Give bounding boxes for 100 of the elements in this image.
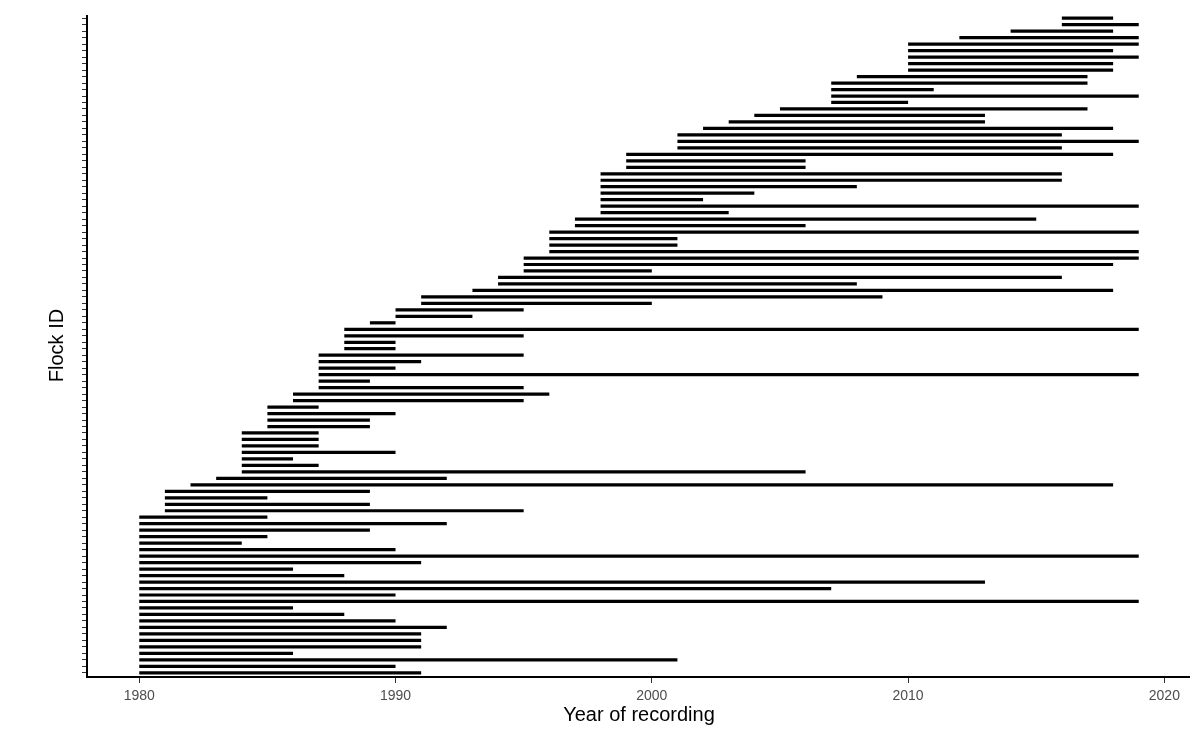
- bar: [139, 664, 396, 668]
- bar: [344, 334, 524, 338]
- bar: [677, 139, 1139, 143]
- bar: [523, 269, 652, 273]
- bar: [959, 36, 1139, 40]
- bar: [908, 68, 1114, 72]
- bar: [318, 386, 524, 390]
- bar: [139, 638, 422, 642]
- x-tick-label: 2000: [636, 686, 668, 703]
- bar: [241, 463, 319, 468]
- bar: [139, 625, 447, 630]
- bar: [344, 347, 396, 351]
- bar: [164, 489, 370, 493]
- bar: [139, 515, 268, 519]
- bar: [139, 599, 1139, 604]
- bar: [1061, 16, 1114, 20]
- bar: [293, 392, 550, 396]
- bar: [164, 509, 524, 513]
- bar: [754, 113, 985, 118]
- x-tick-label: 2020: [1148, 686, 1181, 703]
- bar: [395, 308, 524, 312]
- bar: [267, 411, 396, 416]
- bar: [421, 295, 883, 299]
- bar: [600, 204, 1139, 208]
- bar: [318, 366, 396, 370]
- bar: [831, 81, 1088, 85]
- bar: [1061, 23, 1139, 27]
- x-tick-label: 1980: [123, 686, 156, 703]
- x-tick-label: 1990: [379, 686, 412, 703]
- bar: [498, 275, 1062, 280]
- bar: [831, 94, 1139, 98]
- bar: [677, 146, 1062, 150]
- bar: [241, 470, 806, 474]
- bar: [600, 178, 1062, 182]
- bar: [241, 437, 319, 442]
- bar: [241, 444, 319, 448]
- bar: [908, 42, 1139, 46]
- bar: [139, 658, 678, 662]
- bar: [549, 243, 678, 247]
- bar: [139, 528, 370, 532]
- bar: [241, 457, 294, 461]
- bar: [318, 353, 524, 357]
- bar: [164, 496, 268, 500]
- x-tick-label: 2010: [892, 686, 924, 703]
- bar: [626, 159, 806, 163]
- bar: [523, 256, 1139, 260]
- bar: [267, 418, 370, 422]
- bar: [139, 606, 294, 610]
- bar: [139, 632, 422, 636]
- bar: [472, 288, 1114, 293]
- bar: [139, 567, 294, 571]
- bar: [241, 431, 319, 435]
- bar: [344, 327, 1139, 331]
- bar: [549, 249, 1139, 254]
- bar: [139, 535, 268, 539]
- bar: [574, 217, 1037, 221]
- bar: [395, 314, 473, 318]
- bar: [267, 424, 370, 429]
- bar: [779, 107, 1088, 111]
- bar: [908, 61, 1114, 66]
- bar: [139, 541, 242, 545]
- bar: [703, 126, 1114, 131]
- bar: [241, 450, 396, 455]
- bar: [139, 645, 422, 649]
- bar: [549, 236, 678, 241]
- bar: [164, 502, 370, 506]
- bar: [677, 133, 1062, 137]
- bar: [344, 340, 396, 344]
- bar: [139, 651, 294, 655]
- bar: [139, 573, 345, 578]
- bar: [523, 262, 1114, 267]
- bar: [318, 379, 370, 383]
- bar: [728, 120, 985, 124]
- bar: [139, 560, 422, 565]
- bar: [600, 198, 704, 202]
- bar: [908, 49, 1114, 53]
- bar: [831, 87, 934, 92]
- bar: [600, 211, 729, 215]
- bar: [139, 554, 1139, 558]
- bar: [190, 483, 1114, 487]
- bar: [318, 373, 1139, 377]
- bar: [626, 152, 1114, 156]
- bar: [267, 405, 319, 409]
- bar: [831, 100, 909, 105]
- bar: [856, 74, 1088, 79]
- x-axis-title: Year of recording: [563, 702, 715, 725]
- bar: [600, 172, 1062, 176]
- bar: [498, 282, 857, 286]
- bar: [318, 360, 422, 364]
- bar: [574, 223, 806, 228]
- bar: [139, 619, 396, 623]
- bar: [139, 522, 447, 526]
- bar: [139, 586, 832, 591]
- bar: [600, 191, 755, 195]
- bar: [1010, 29, 1114, 33]
- bar: [293, 398, 524, 403]
- bar: [139, 671, 422, 675]
- bar: [139, 593, 396, 597]
- bar: [421, 301, 652, 305]
- bar: [600, 185, 857, 189]
